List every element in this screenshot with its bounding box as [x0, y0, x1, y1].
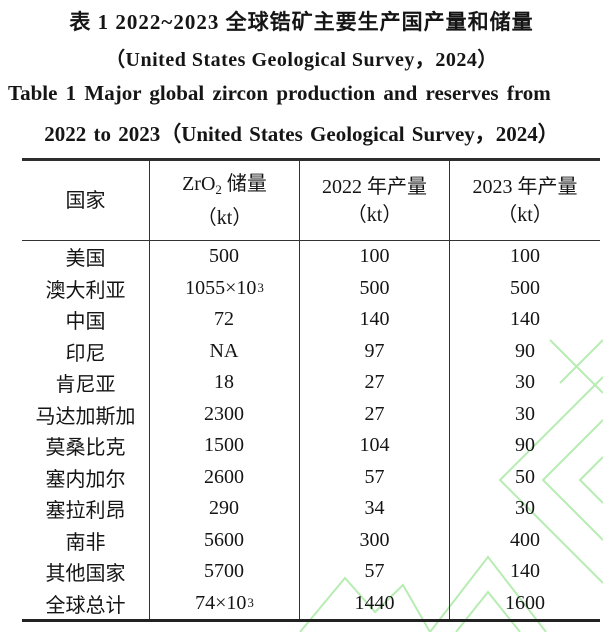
- table-row: 全球总计 74×10 3 1440 1600: [22, 587, 600, 619]
- cell-country: 肯尼亚: [22, 367, 150, 399]
- cell-reserve: 74×10 3: [150, 587, 300, 619]
- cell-prod-2022: 300: [300, 524, 450, 556]
- cell-country: 马达加斯加: [22, 398, 150, 430]
- header-reserve: ZrO2 储量 （kt）: [150, 161, 300, 240]
- cell-country: 中国: [22, 304, 150, 336]
- cell-reserve: 1055×10 3: [150, 272, 300, 304]
- header-reserve-formula: ZrO2 储量: [182, 172, 267, 197]
- cell-prod-2022: 27: [300, 398, 450, 430]
- cell-prod-2023: 400: [510, 528, 540, 551]
- cell-prod-2022: 34: [300, 493, 450, 525]
- cell-country: 全球总计: [22, 587, 150, 619]
- cell-prod-2022: 97: [300, 335, 450, 367]
- header-country: 国家: [22, 161, 150, 240]
- table-body: 美国 500 100 100 澳大利亚 1055×10 3 500 500 中国 …: [22, 241, 600, 619]
- cell-reserve: 5700: [150, 556, 300, 588]
- cell-prod-2022: 27: [300, 367, 450, 399]
- cell-country: 印尼: [22, 335, 150, 367]
- cell-prod-2023: 90: [515, 339, 535, 362]
- cell-reserve: 5600: [150, 524, 300, 556]
- table-row: 莫桑比克 1500 104 90: [22, 430, 600, 462]
- table-header-row: 国家 ZrO2 储量 （kt） 2022 年产量 （kt） 2023 年产量 （…: [22, 161, 600, 241]
- cell-country: 其他国家: [22, 556, 150, 588]
- cell-prod-2023: 30: [515, 371, 535, 394]
- table-caption-en-line2: 2022 to 2023（United States Geological Su…: [44, 122, 559, 146]
- cell-country: 澳大利亚: [22, 272, 150, 304]
- cell-prod-2022: 500: [300, 272, 450, 304]
- table-row: 马达加斯加 2300 27 30: [22, 398, 600, 430]
- cell-prod-2023: 30: [515, 497, 535, 520]
- cell-country: 南非: [22, 524, 150, 556]
- cell-prod-2023: 30: [515, 402, 535, 425]
- cell-reserve: NA: [150, 335, 300, 367]
- cell-reserve: 2600: [150, 461, 300, 493]
- cell-prod-2022: 104: [300, 430, 450, 462]
- cell-reserve: 72: [150, 304, 300, 336]
- cell-prod-2023: 50: [515, 465, 535, 488]
- cell-prod-2022: 57: [300, 461, 450, 493]
- header-prod2022-unit: （kt）: [346, 203, 403, 226]
- cell-reserve: 2300: [150, 398, 300, 430]
- table-row: 澳大利亚 1055×10 3 500 500: [22, 272, 600, 304]
- cell-country: 塞内加尔: [22, 461, 150, 493]
- table-caption-en-line1: Table 1 Major global zircon production a…: [8, 81, 551, 105]
- table-row: 南非 5600 300 400: [22, 524, 600, 556]
- table-row: 美国 500 100 100: [22, 241, 600, 273]
- table-caption-zh: 表 1 2022~2023 全球锆矿主要生产国产量和储量: [69, 10, 534, 34]
- cell-prod-2022: 140: [300, 304, 450, 336]
- cell-prod-2023: 100: [510, 245, 540, 268]
- header-reserve-unit: （kt）: [196, 206, 253, 229]
- cell-prod-2023: 500: [510, 276, 540, 299]
- cell-reserve: 1500: [150, 430, 300, 462]
- cell-prod-2022: 100: [300, 241, 450, 273]
- table-caption-source: （United States Geological Survey，2024）: [105, 49, 498, 71]
- header-prod2023-unit: （kt）: [497, 203, 553, 226]
- cell-prod-2022: 57: [300, 556, 450, 588]
- cell-country: 塞拉利昂: [22, 493, 150, 525]
- header-prod-2022: 2022 年产量 （kt）: [300, 161, 450, 240]
- cell-prod-2022: 1440: [300, 587, 450, 619]
- table-row: 其他国家 5700 57 140: [22, 556, 600, 588]
- zircon-table: 国家 ZrO2 储量 （kt） 2022 年产量 （kt） 2023 年产量 （…: [22, 158, 600, 622]
- table-row: 塞内加尔 2600 57 50: [22, 461, 600, 493]
- table-row: 肯尼亚 18 27 30: [22, 367, 600, 399]
- table-row: 印尼 NA 97 90: [22, 335, 600, 367]
- cell-country: 美国: [22, 241, 150, 273]
- cell-country: 莫桑比克: [22, 430, 150, 462]
- header-prod-2023: 2023 年产量 （kt）: [450, 161, 600, 240]
- cell-reserve: 290: [150, 493, 300, 525]
- cell-reserve: 18: [150, 367, 300, 399]
- table-row: 中国 72 140 140: [22, 304, 600, 336]
- cell-prod-2023: 1600: [505, 591, 545, 614]
- cell-prod-2023: 90: [515, 434, 535, 457]
- table-row: 塞拉利昂 290 34 30: [22, 493, 600, 525]
- cell-prod-2023: 140: [510, 308, 540, 331]
- cell-prod-2023: 140: [510, 560, 540, 583]
- cell-reserve: 500: [150, 241, 300, 273]
